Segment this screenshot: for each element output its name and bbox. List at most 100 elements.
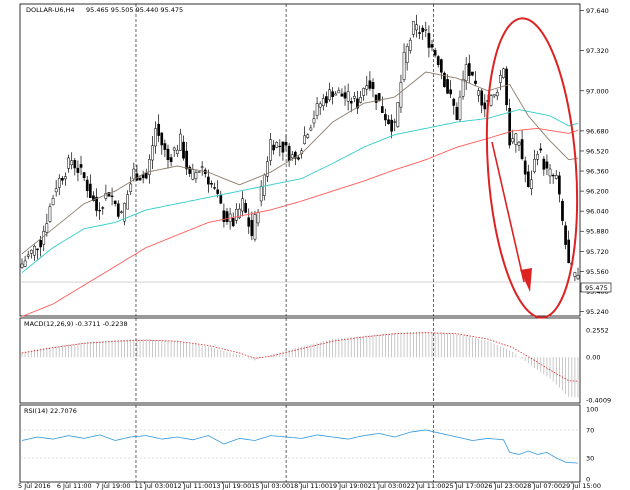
candle <box>511 138 515 143</box>
candle <box>293 151 297 159</box>
candle <box>244 203 247 213</box>
candle <box>530 179 533 190</box>
candle <box>346 91 350 102</box>
candle <box>353 95 356 99</box>
candle <box>430 44 434 48</box>
candle <box>98 209 102 212</box>
candle <box>39 240 42 248</box>
candle <box>36 248 39 251</box>
candle <box>477 90 480 96</box>
candle <box>312 118 316 124</box>
candle <box>576 274 580 280</box>
candle <box>536 154 539 160</box>
candle <box>185 150 188 170</box>
candle <box>325 96 328 104</box>
candle <box>45 223 49 233</box>
ma-fast-line <box>21 71 579 255</box>
macd-y-tick-label: 0.2552 <box>586 327 609 335</box>
candle <box>179 133 182 151</box>
candle <box>384 114 387 121</box>
candle <box>458 96 462 120</box>
x-tick-label: 18 Jul 11:00 <box>290 482 329 490</box>
y-tick-label: 97.320 <box>586 47 609 55</box>
y-axis: 97.640 97.320 97.000 96.680 96.520 96.360 96.2… <box>580 7 611 484</box>
candle <box>390 119 393 132</box>
candle <box>474 80 477 84</box>
candle <box>175 149 179 154</box>
candle <box>85 179 89 191</box>
candle <box>200 166 204 168</box>
candle <box>340 93 344 97</box>
candle <box>269 139 272 161</box>
candle <box>433 50 437 56</box>
current-price-label: 95.475 <box>585 284 608 292</box>
macd-y-tick-label: 0.00 <box>586 354 600 362</box>
candle <box>297 157 300 160</box>
candle <box>573 272 577 277</box>
candle <box>287 145 291 161</box>
ohlc-readout: 95.465 95.505 95.440 95.475 <box>86 6 183 14</box>
candle <box>73 160 77 169</box>
candle <box>253 214 257 240</box>
candle <box>33 245 36 256</box>
ma-mid-line <box>21 109 579 273</box>
y-tick-label: 95.240 <box>586 308 609 316</box>
candle <box>148 159 151 175</box>
candle <box>57 178 61 188</box>
candle <box>399 82 403 108</box>
candle <box>526 171 530 187</box>
candle <box>554 175 558 179</box>
grid <box>20 4 580 482</box>
candle <box>561 201 564 221</box>
candle <box>408 39 412 51</box>
candle <box>328 89 331 101</box>
candle <box>216 189 220 194</box>
candle <box>362 88 366 96</box>
candle <box>250 220 254 236</box>
ma-slow-line <box>21 127 579 317</box>
candle <box>219 194 223 204</box>
candle <box>446 79 449 94</box>
y-tick-label: 96.680 <box>586 127 609 135</box>
candle <box>492 94 496 97</box>
candle <box>436 56 440 65</box>
x-tick-label: 11 Jul 03:00 <box>135 482 174 490</box>
candle <box>471 71 474 76</box>
candle <box>495 92 499 97</box>
candle <box>132 168 136 180</box>
candle <box>48 206 52 222</box>
macd-series <box>21 331 579 398</box>
candle <box>393 121 397 123</box>
x-tick-label: 5 Jul 2016 <box>18 482 51 490</box>
x-tick-label: 28 Jul 07:00 <box>523 482 562 490</box>
candle <box>113 200 117 204</box>
macd-title: MACD(12,26,9) -0.3711 -0.2238 <box>24 320 128 328</box>
candle <box>26 254 30 257</box>
y-tick-label: 96.360 <box>586 168 609 176</box>
candle <box>508 108 512 146</box>
candle <box>309 127 313 131</box>
candle <box>464 64 468 82</box>
candle <box>70 160 74 166</box>
candle <box>138 177 142 181</box>
candle <box>188 166 192 174</box>
candle <box>415 24 418 31</box>
candle <box>306 134 310 138</box>
candle <box>275 142 279 148</box>
candle <box>502 68 505 78</box>
candle <box>545 161 549 169</box>
candle <box>88 183 92 198</box>
annotation-ellipse <box>485 17 579 319</box>
annotation-arrow-shaft <box>491 141 525 283</box>
candle <box>64 176 67 180</box>
candle <box>523 160 527 175</box>
candle <box>210 183 213 185</box>
candle <box>461 78 465 97</box>
rsi-series <box>21 429 579 464</box>
candle <box>151 145 154 161</box>
candle <box>539 148 543 151</box>
candle <box>284 141 288 146</box>
x-tick-label: 13 Jul 19:00 <box>212 482 251 490</box>
rsi-panel <box>19 404 581 483</box>
rsi-y-tick-label: 100 <box>586 406 598 414</box>
